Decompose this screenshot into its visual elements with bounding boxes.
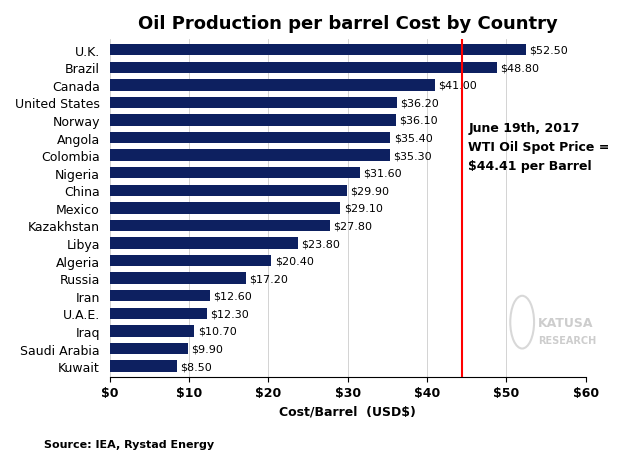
Bar (110, 220, 330, 232)
Bar (110, 255, 272, 267)
Text: RESEARCH: RESEARCH (538, 335, 596, 345)
Bar (110, 168, 360, 179)
Text: $35.30: $35.30 (393, 151, 432, 161)
Text: $9.90: $9.90 (191, 344, 223, 354)
Text: $23.80: $23.80 (302, 239, 341, 249)
X-axis label: Cost/Barrel  (USD$): Cost/Barrel (USD$) (279, 405, 416, 418)
Text: $17.20: $17.20 (249, 274, 288, 284)
Bar (110, 290, 209, 302)
Bar (110, 97, 397, 109)
Text: $20.40: $20.40 (275, 256, 313, 266)
Title: Oil Production per barrel Cost by Country: Oil Production per barrel Cost by Countr… (138, 15, 558, 33)
Bar (110, 343, 188, 354)
Text: $27.80: $27.80 (333, 221, 373, 231)
Text: $36.10: $36.10 (399, 116, 438, 126)
Text: $29.90: $29.90 (350, 186, 389, 196)
Text: $36.20: $36.20 (400, 98, 439, 108)
Text: June 19th, 2017
WTI Oil Spot Price =
$44.41 per Barrel: June 19th, 2017 WTI Oil Spot Price = $44… (468, 122, 610, 172)
Text: $41.00: $41.00 (438, 81, 477, 91)
Text: $12.30: $12.30 (211, 308, 249, 319)
Text: Source: IEA, Rystad Energy: Source: IEA, Rystad Energy (44, 439, 214, 449)
Text: $10.70: $10.70 (197, 326, 236, 336)
Bar (110, 115, 396, 126)
Text: $48.80: $48.80 (500, 63, 539, 73)
Text: $29.10: $29.10 (344, 203, 383, 213)
Bar (110, 326, 194, 337)
Bar (110, 62, 497, 74)
Text: $35.40: $35.40 (394, 133, 432, 143)
Bar (110, 150, 389, 161)
Bar (110, 133, 391, 144)
Text: $12.60: $12.60 (212, 291, 252, 301)
Bar (110, 361, 177, 372)
Bar (110, 273, 246, 284)
Text: $52.50: $52.50 (530, 46, 568, 55)
Bar (110, 308, 207, 319)
Text: KATUSA: KATUSA (538, 316, 594, 329)
Text: $8.50: $8.50 (180, 361, 212, 371)
Bar (110, 185, 347, 197)
Bar (110, 45, 526, 56)
Bar (110, 238, 298, 249)
Bar (110, 80, 435, 92)
Text: $31.60: $31.60 (363, 168, 402, 178)
Bar (110, 202, 341, 214)
